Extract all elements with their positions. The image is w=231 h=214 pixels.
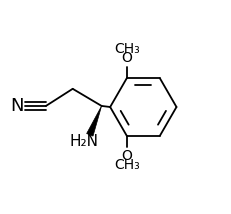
Text: N: N [10,97,24,115]
Text: CH₃: CH₃ [114,158,140,172]
Polygon shape [87,106,102,136]
Text: O: O [121,149,132,163]
Text: H₂N: H₂N [70,134,99,149]
Text: CH₃: CH₃ [114,42,140,56]
Text: O: O [121,51,132,65]
